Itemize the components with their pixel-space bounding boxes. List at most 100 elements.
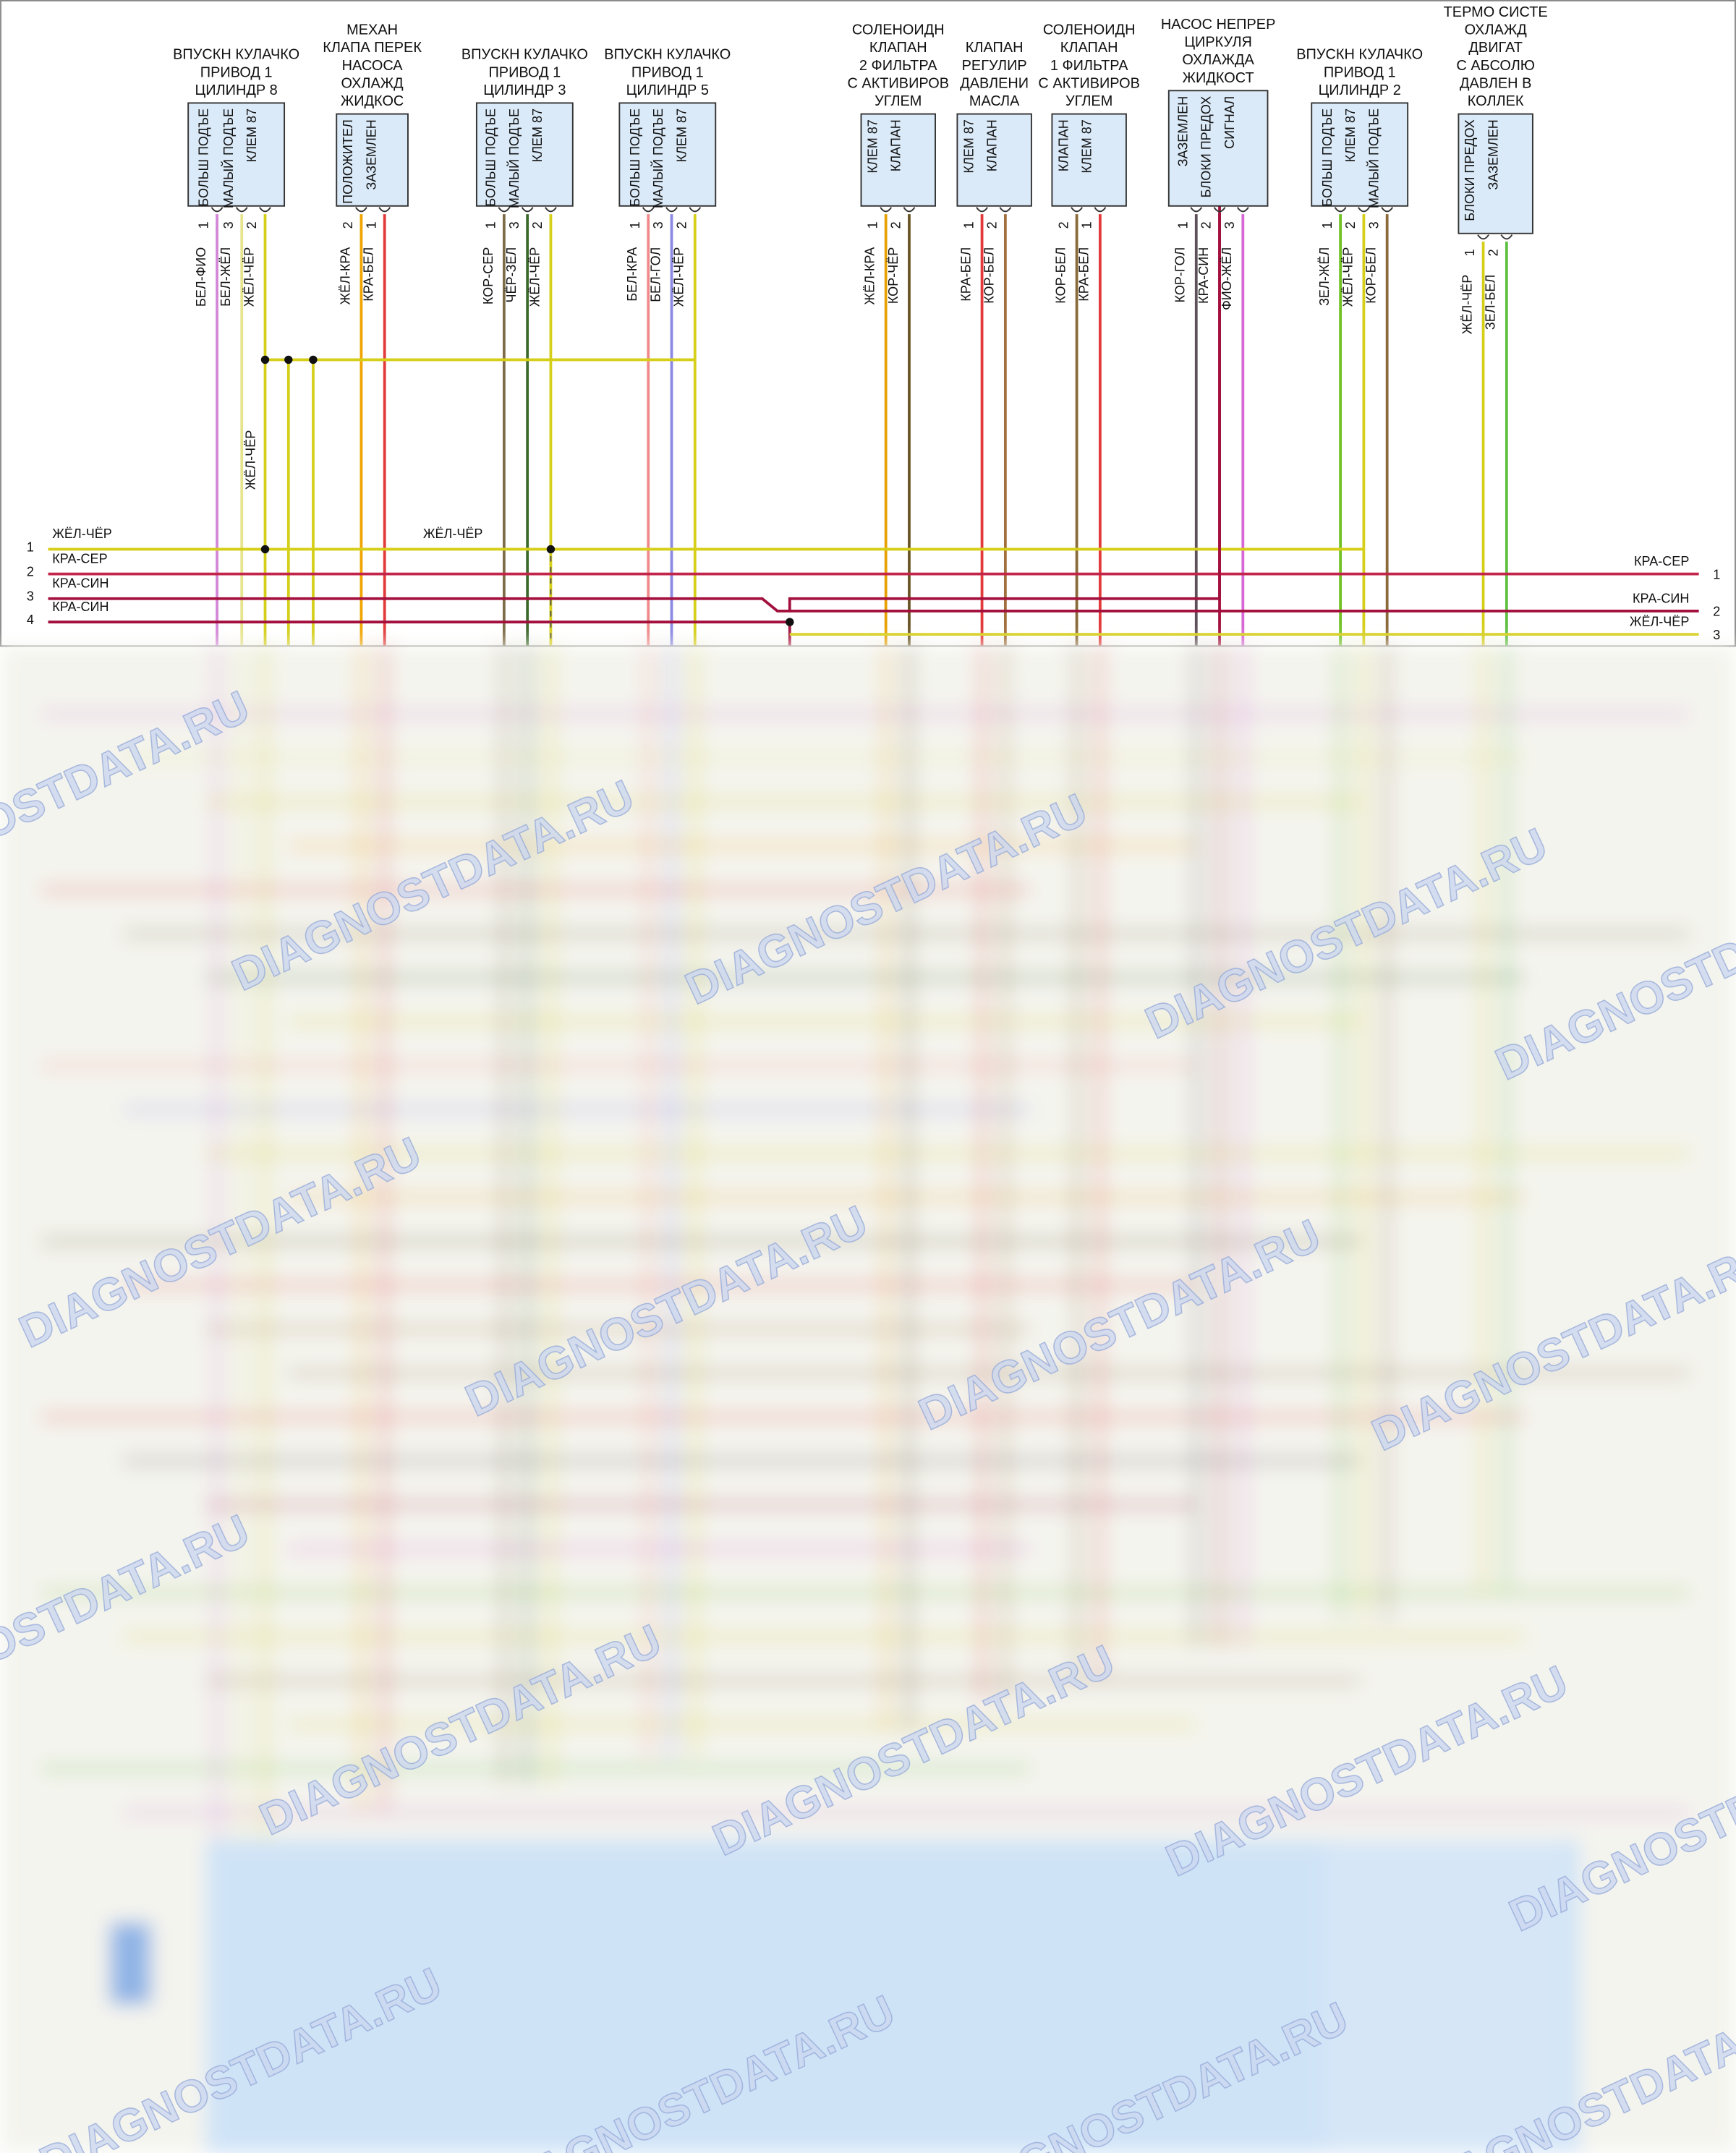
wire-label: КОР-СЕР xyxy=(481,247,495,304)
wire-label: ЖЁЛ-ЧЁР xyxy=(242,247,256,307)
pin-label: МАЛЫЙ ПОДЪЕ xyxy=(1366,108,1381,208)
component-title: ДВИГАТ xyxy=(1468,40,1522,56)
pin-number: 1 xyxy=(484,221,498,229)
pin-terminal xyxy=(976,207,988,213)
component-title: КЛАПА ПЕРЕК xyxy=(323,40,422,56)
component-title: ЦИЛИНДР 5 xyxy=(626,82,709,98)
line-number: 3 xyxy=(27,589,34,604)
line-label: КРА-СИН xyxy=(52,600,109,614)
pin-label: МАЛЫЙ ПОДЪЕ xyxy=(650,108,665,208)
pin-label: БОЛЬШ ПОДЪЕ xyxy=(628,108,642,207)
pin-terminal xyxy=(903,207,916,213)
component-title: УГЛЕМ xyxy=(875,93,922,109)
pin-number: 1 xyxy=(961,221,976,229)
pin-label: ЗАЗЕМЛЕН xyxy=(1175,96,1190,166)
line-label: ЖЁЛ-ЧЁР xyxy=(52,526,112,541)
pin-terminal xyxy=(378,207,391,213)
component-title: КЛАПАН xyxy=(1060,40,1118,56)
wire-label: КОР-ГОЛ xyxy=(1173,247,1188,303)
wire-label: КОР-БЕЛ xyxy=(1364,247,1379,304)
component-title: С АБСОЛЮ xyxy=(1456,58,1534,74)
component-title: ЖИДКОСТ xyxy=(1183,70,1254,86)
pin-label: КЛЕМ 87 xyxy=(961,119,976,173)
wires xyxy=(48,205,1699,646)
wire-label: ЖЁЛ-ЧЁР xyxy=(672,247,686,307)
component-title: КЛАПАН xyxy=(966,40,1024,56)
wire-label: КРА-БЕЛ xyxy=(958,247,973,302)
component-title: ПРИВОД 1 xyxy=(488,64,561,80)
wire-label: БЕЛ-КРА xyxy=(625,247,639,302)
line-number: 1 xyxy=(1713,567,1720,581)
pin-number: 3 xyxy=(507,221,522,229)
component-title: 1 ФИЛЬТРА xyxy=(1050,58,1128,74)
wire-label: БЕЛ-ЖЁЛ xyxy=(218,247,233,307)
component-title: ПРИВОД 1 xyxy=(1324,64,1396,80)
pin-number: 2 xyxy=(1343,221,1358,229)
component-box xyxy=(618,102,717,207)
component-title: 2 ФИЛЬТРА xyxy=(859,58,937,74)
wire-label: КРА-СИН xyxy=(1196,247,1211,304)
pin-terminal xyxy=(1477,234,1489,240)
pin-terminal xyxy=(1358,207,1370,213)
pin-number: 1 xyxy=(1175,221,1190,229)
splice xyxy=(284,355,293,364)
component-title: РЕГУЛИР xyxy=(962,58,1027,74)
pin-label: КЛАПАН xyxy=(985,119,1000,171)
component-title: ЖИДКОС xyxy=(341,93,404,109)
pin-label: БОЛЬШ ПОДЪЕ xyxy=(1320,108,1335,207)
line-label: КРА-СЕР xyxy=(52,551,107,566)
component-title: УГЛЕМ xyxy=(1065,93,1112,109)
component-box xyxy=(1311,102,1409,207)
line-label: ЖЁЛ-ЧЁР xyxy=(1630,615,1690,629)
component-title: ЦИЛИНДР 3 xyxy=(483,82,566,98)
pin-label: БОЛЬШ ПОДЪЕ xyxy=(484,108,498,207)
line-number: 2 xyxy=(27,564,34,579)
pin-label: КЛАПАН xyxy=(1056,119,1071,171)
pin-terminal xyxy=(1334,207,1347,213)
pin-label: МАЛЫЙ ПОДЪЕ xyxy=(221,108,236,208)
wire-label: ЖЁЛ-КРА xyxy=(338,247,352,305)
component-box xyxy=(1167,90,1269,207)
pin-terminal xyxy=(689,207,702,213)
component-title: ТЕРМО СИСТЕ xyxy=(1444,4,1548,20)
line-label: КРА-СИН xyxy=(52,576,109,591)
component-title: ОХЛАЖД xyxy=(1465,22,1528,38)
pin-terminal xyxy=(999,207,1012,213)
wire-label: ЖЁЛ-КРА xyxy=(863,247,877,305)
pin-number: 1 xyxy=(197,221,211,229)
pin-terminal xyxy=(1071,207,1083,213)
component-title: ЦИРКУЛЯ xyxy=(1184,35,1252,51)
wire-label: КОР-БЕЛ xyxy=(982,247,997,304)
component-box xyxy=(336,113,409,207)
pin-terminal xyxy=(521,207,534,213)
pin-number: 1 xyxy=(628,221,642,229)
component-title: НАСОСА xyxy=(342,58,404,74)
wire-label: ЖЁЛ-ЧЁР xyxy=(1460,275,1474,335)
component-box xyxy=(956,113,1032,207)
splice xyxy=(260,355,270,364)
component-title: МАСЛА xyxy=(969,93,1020,109)
component-title: ЦИЛИНДР 2 xyxy=(1319,82,1401,98)
line-label: КРА-СЕР xyxy=(1634,554,1689,568)
splice xyxy=(309,355,318,364)
wire-label: ЖЁЛ-ЧЁР xyxy=(1340,247,1355,307)
component-title: ДАВЛЕН В xyxy=(1460,76,1531,92)
pin-number: 1 xyxy=(364,221,378,229)
wire-label: КРА-БЕЛ xyxy=(362,247,376,302)
pin-number: 1 xyxy=(1080,221,1094,229)
wire-label: ЖЁЛ-ЧЁР xyxy=(527,247,542,307)
pin-terminal xyxy=(355,207,367,213)
pin-label: БЛОКИ ПРЕДОХ xyxy=(1199,96,1214,198)
wire-label: ЗЕЛ-ЖЁЛ xyxy=(1317,247,1332,306)
pin-label: КЛЕМ 87 xyxy=(530,108,545,162)
wire-label: ФИО-ЖЁЛ xyxy=(1220,247,1234,310)
wire-label: ЧЁР-ЗЕЛ xyxy=(504,247,519,303)
pin-number: 3 xyxy=(651,221,665,229)
pin-label: МАЛЫЙ ПОДЪЕ xyxy=(506,108,522,208)
pin-number: 2 xyxy=(1056,221,1071,229)
pin-terminal xyxy=(665,207,678,213)
pin-number: 2 xyxy=(985,221,1000,229)
pin-terminal xyxy=(1236,207,1249,213)
splice xyxy=(786,618,794,626)
component-title: ПРИВОД 1 xyxy=(200,64,273,80)
